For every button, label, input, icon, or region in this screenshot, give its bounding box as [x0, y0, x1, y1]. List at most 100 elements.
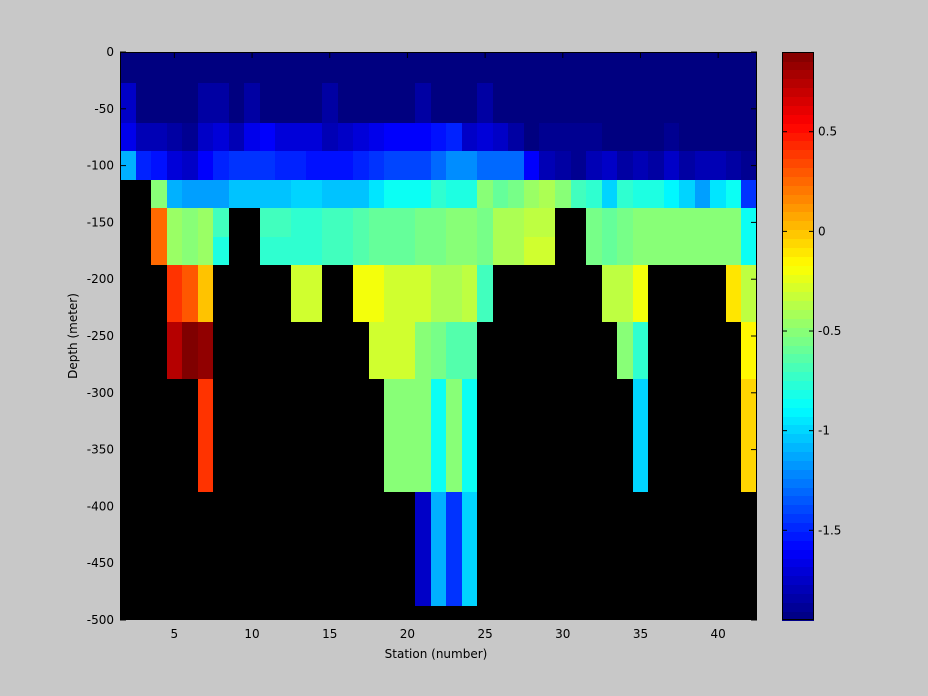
heatmap-cell [633, 265, 648, 293]
heatmap-cell [213, 151, 229, 180]
colorbar-step [782, 282, 814, 292]
heatmap-cell [151, 237, 167, 265]
heatmap-cell [369, 350, 384, 379]
heatmap-cell [524, 208, 539, 237]
heatmap-cell [431, 350, 446, 379]
heatmap-cell [539, 83, 555, 123]
heatmap-cell [493, 123, 508, 151]
heatmap-cell [198, 379, 213, 407]
colorbar-tick-label: -1 [818, 424, 830, 438]
colorbar-step [782, 300, 814, 310]
heatmap-cell [586, 237, 602, 265]
heatmap-cell [539, 123, 555, 151]
heatmap-cell [462, 435, 477, 464]
heatmap-cell [648, 208, 664, 237]
heatmap-cell [415, 322, 431, 350]
heatmap-cell [322, 52, 338, 83]
heatmap-cell [369, 180, 384, 208]
heatmap-cell [679, 151, 695, 180]
heatmap-cell [260, 208, 275, 237]
heatmap-cell [446, 435, 462, 464]
heatmap-cell [446, 464, 462, 492]
heatmap-cell [726, 293, 741, 322]
heatmap-cell [508, 123, 524, 151]
heatmap-cell [306, 293, 322, 322]
heatmap-cell [415, 407, 431, 435]
heatmap-cell [369, 293, 384, 322]
heatmap-cell [120, 123, 136, 151]
heatmap-cell [198, 237, 213, 265]
heatmap-cell [306, 265, 322, 293]
heatmap-cell [120, 52, 136, 83]
heatmap-cell [664, 180, 679, 208]
colorbar-frame [782, 52, 814, 620]
heatmap-cell [338, 180, 353, 208]
colorbar-step [782, 247, 814, 257]
heatmap-cell [508, 208, 524, 237]
heatmap-cell [291, 180, 306, 208]
heatmap-cell [151, 151, 167, 180]
heatmap-cell [431, 265, 446, 293]
colorbar-step [782, 371, 814, 381]
heatmap-cell [695, 151, 710, 180]
heatmap-cell [633, 151, 648, 180]
heatmap-cell [260, 151, 275, 180]
colorbar-step [782, 158, 814, 168]
heatmap-cell [633, 208, 648, 237]
heatmap-cell [198, 52, 213, 83]
heatmap-cell [555, 180, 571, 208]
heatmap-cell [136, 151, 151, 180]
heatmap-cell [571, 180, 586, 208]
heatmap-cell [213, 237, 229, 265]
colorbar-step [782, 575, 814, 585]
heatmap-cell [322, 237, 338, 265]
heatmap-cell [648, 83, 664, 123]
heatmap-cell [400, 407, 415, 435]
heatmap-cell [586, 83, 602, 123]
heatmap-cell [182, 180, 198, 208]
heatmap-cell [648, 180, 664, 208]
heatmap-cell [508, 52, 524, 83]
heatmap-cell [633, 379, 648, 407]
heatmap-cell [571, 123, 586, 151]
heatmap-cell [726, 237, 741, 265]
heatmap-cell [741, 435, 757, 464]
heatmap-cell [617, 83, 633, 123]
x-tick-label: 40 [711, 627, 726, 641]
heatmap-cell [415, 237, 431, 265]
y-tick-label: -250 [87, 329, 114, 343]
heatmap-cell [446, 265, 462, 293]
heatmap-cell [633, 52, 648, 83]
heatmap-cell [679, 180, 695, 208]
colorbar-step [782, 202, 814, 212]
heatmap-cell [695, 52, 710, 83]
heatmap-cell [167, 208, 182, 237]
heatmap-cell [136, 83, 151, 123]
heatmap-cell [182, 265, 198, 293]
heatmap-cell [182, 208, 198, 237]
heatmap-cell [400, 350, 415, 379]
heatmap-cell [400, 208, 415, 237]
heatmap-cell [353, 83, 369, 123]
colorbar-step [782, 238, 814, 248]
y-tick-label: -100 [87, 159, 114, 173]
heatmap-cell [524, 151, 539, 180]
heatmap-cell [586, 52, 602, 83]
heatmap-cell [260, 123, 275, 151]
heatmap-cell [167, 83, 182, 123]
heatmap-cell [726, 208, 741, 237]
heatmap-cell [695, 208, 710, 237]
heatmap-cell [710, 180, 726, 208]
heatmap-cell [369, 52, 384, 83]
heatmap-cell [524, 180, 539, 208]
heatmap-cell [617, 237, 633, 265]
heatmap-cell [244, 180, 260, 208]
heatmap-cell [198, 407, 213, 435]
heatmap-cell [260, 237, 275, 265]
heatmap-cell [493, 208, 508, 237]
heatmap-cell [633, 293, 648, 322]
colorbar-step [782, 60, 814, 70]
heatmap-cell [400, 180, 415, 208]
heatmap-cell [384, 322, 400, 350]
heatmap-cell [415, 464, 431, 492]
